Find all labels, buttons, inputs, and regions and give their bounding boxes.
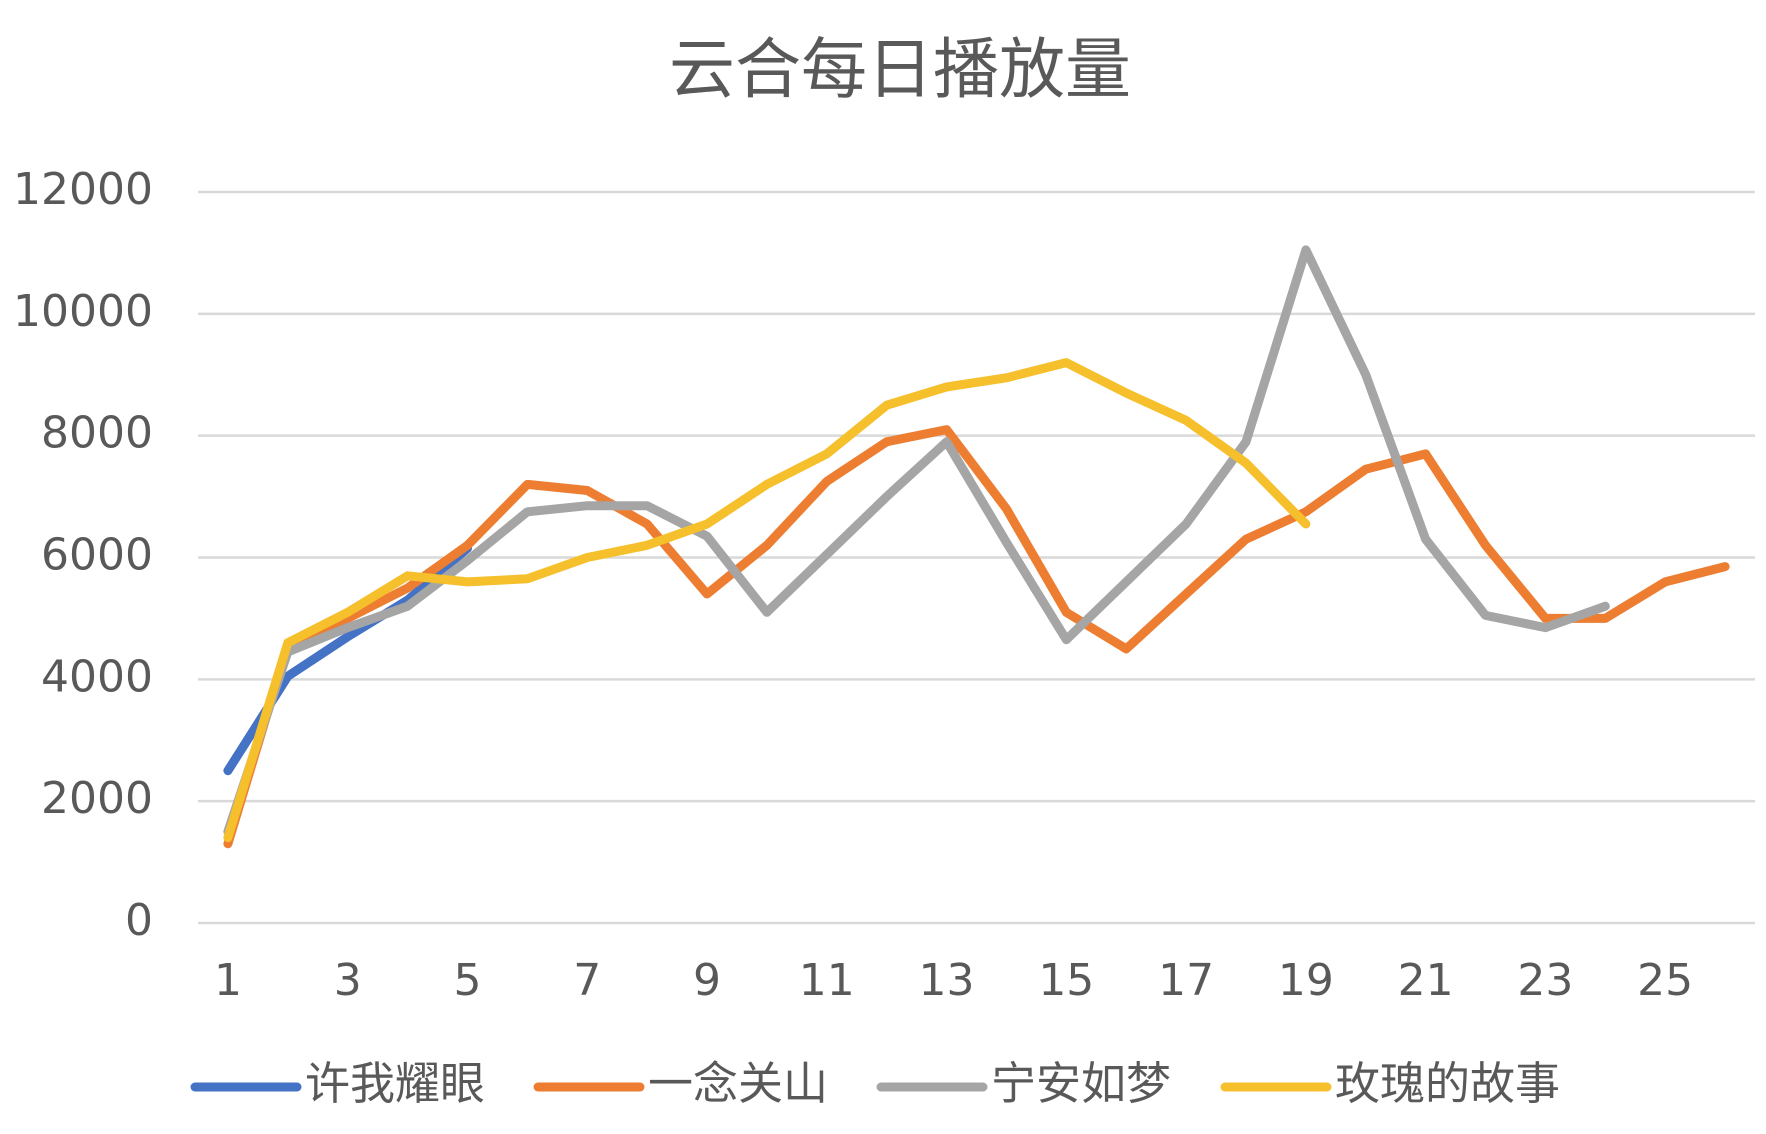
y-tick-label: 4000 (41, 651, 153, 702)
y-tick-label: 6000 (41, 530, 153, 581)
x-tick-label: 17 (1158, 955, 1214, 1006)
x-tick-label: 5 (453, 955, 481, 1006)
x-tick-label: 7 (573, 955, 601, 1006)
y-tick-label: 8000 (41, 408, 153, 459)
chart-title: 云合每日播放量 (669, 31, 1131, 108)
y-tick-label: 0 (125, 895, 153, 946)
line-series (223, 425, 1730, 849)
x-tick-label: 25 (1637, 955, 1693, 1006)
y-tick-label: 10000 (13, 286, 153, 337)
line-series (223, 245, 1610, 837)
x-tick-label: 1 (214, 955, 242, 1006)
x-tick-label: 13 (919, 955, 975, 1006)
legend-label: 许我耀眼 (305, 1057, 485, 1110)
legend-label: 玫瑰的故事 (1335, 1057, 1560, 1110)
legend-label: 一念关山 (648, 1057, 828, 1110)
x-tick-label: 21 (1398, 955, 1454, 1006)
y-tick-label: 12000 (13, 164, 153, 215)
x-tick-label: 23 (1517, 955, 1573, 1006)
legend-label: 宁安如梦 (991, 1057, 1171, 1110)
y-tick-label: 2000 (41, 773, 153, 824)
x-tick-label: 9 (693, 955, 721, 1006)
x-tick-label: 3 (334, 955, 362, 1006)
x-tick-label: 19 (1278, 955, 1334, 1006)
line-series (223, 358, 1311, 843)
x-tick-label: 15 (1038, 955, 1094, 1006)
x-tick-label: 11 (799, 955, 855, 1006)
